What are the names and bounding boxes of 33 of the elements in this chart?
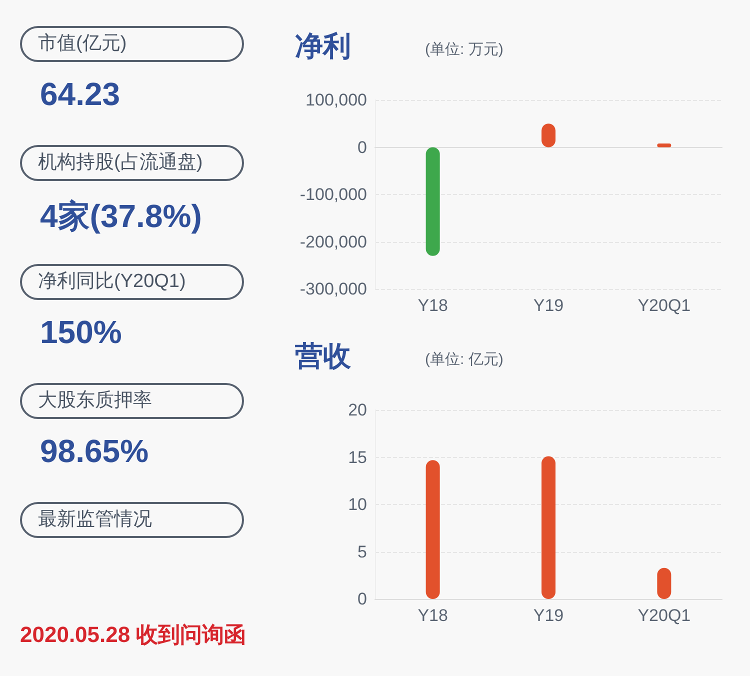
text: 4家(37.8%) <box>40 197 202 236</box>
text: 市值(亿元) <box>20 26 244 62</box>
y-tick-label: -300,000 <box>300 280 367 298</box>
x-tick-label: Y19 <box>533 296 564 315</box>
y-tick-label: -100,000 <box>300 185 367 204</box>
x-tick-label: Y18 <box>418 606 448 625</box>
text: 64.23 <box>40 76 120 113</box>
y-tick-label: 0 <box>358 590 367 608</box>
chart-title: 净利 <box>295 30 351 62</box>
y-tick-label: 100,000 <box>306 90 367 110</box>
x-tick-label: Y19 <box>533 606 564 625</box>
bar <box>542 456 556 599</box>
text: 机构持股(占流通盘) <box>20 145 244 181</box>
chart-subtitle: (单位: 亿元) <box>425 351 504 368</box>
text: 大股东质押率 <box>20 383 244 419</box>
y-tick-label: 0 <box>358 138 367 157</box>
bar <box>426 460 440 599</box>
y-tick-label: 20 <box>348 400 367 420</box>
text: 最新监管情况 <box>20 502 244 538</box>
x-tick-label: Y20Q1 <box>638 606 691 625</box>
y-tick-label: 10 <box>348 495 367 514</box>
x-tick-label: Y18 <box>418 296 448 315</box>
y-tick-label: 15 <box>348 448 367 467</box>
chart-subtitle: (单位: 万元) <box>425 41 504 58</box>
x-tick-label: Y20Q1 <box>638 296 691 315</box>
text: 150% <box>40 314 122 351</box>
y-tick-label: -200,000 <box>300 232 367 252</box>
text: 净利同比(Y20Q1) <box>20 264 244 300</box>
text: 98.65% <box>40 433 149 470</box>
text: 2020.05.28 收到问询函 <box>20 621 246 649</box>
bar <box>426 147 440 256</box>
y-tick-label: 5 <box>358 542 367 562</box>
chart-title: 营收 <box>294 340 352 372</box>
